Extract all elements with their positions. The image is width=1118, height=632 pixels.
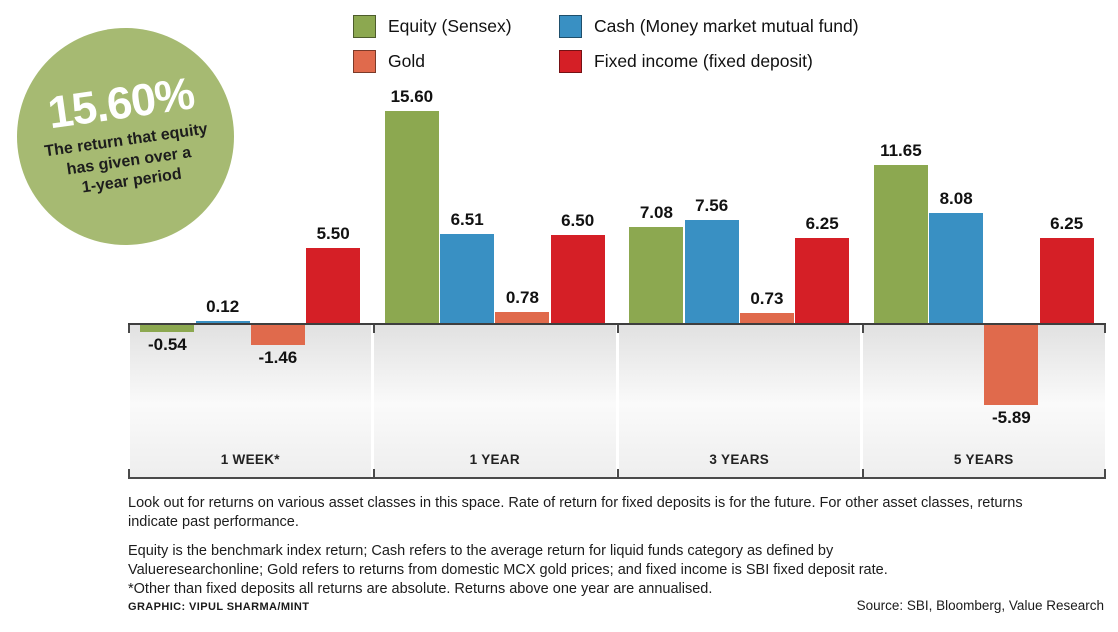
data-source: Source: SBI, Bloomberg, Value Research: [856, 598, 1104, 613]
x-axis-category-label: 5 YEARS: [953, 452, 1014, 467]
axis-bracket-tick-top: [1104, 325, 1106, 333]
highlight-badge-content: 15.60% The return that equity has given …: [3, 14, 248, 259]
highlight-badge: 15.60% The return that equity has given …: [17, 28, 234, 245]
bar-value-label: -0.54: [148, 335, 187, 355]
footnotes: Look out for returns on various asset cl…: [128, 494, 1028, 599]
note-paragraph-2-line-3: *Other than fixed deposits all returns a…: [128, 581, 713, 597]
legend-label: Gold: [388, 50, 425, 71]
bar-value-label: 6.51: [450, 210, 484, 230]
bar-value-label: -5.89: [992, 408, 1031, 428]
axis-bracket-tick-bottom: [128, 469, 130, 477]
x-axis-category-label: 1 YEAR: [469, 452, 520, 467]
bar-value-label: 7.56: [695, 196, 729, 216]
bar-equity-1: [384, 110, 439, 323]
bar-value-label: 5.50: [316, 224, 350, 244]
bar-gold-0: [250, 325, 305, 345]
bar-fixed-1: [550, 234, 605, 323]
bar-value-label: 6.25: [805, 214, 839, 233]
graphic-credit: GRAPHIC: VIPUL SHARMA/MINT: [128, 601, 310, 613]
legend-swatch-icon: [353, 49, 376, 73]
chart-legend: Equity (Sensex) Cash (Money market mutual…: [353, 13, 859, 74]
axis-bracket-tick-top: [617, 325, 619, 333]
legend-swatch-icon: [353, 14, 376, 38]
axis-bracket-tick-bottom: [372, 469, 375, 477]
bar-value-label: 8.08: [939, 189, 973, 209]
bar-equity-3: [873, 164, 928, 323]
note-paragraph-2-line-2: Valueresearchonline; Gold refers to retu…: [128, 562, 888, 578]
bar-gold-2: [739, 313, 794, 323]
note-paragraph-1-line-2: indicate past performance.: [128, 514, 299, 530]
bar-value-label: 0.73: [750, 289, 784, 309]
legend-label: Fixed income (fixed deposit): [594, 50, 813, 71]
bar-gold-1: [495, 312, 550, 323]
bar-cash-2: [684, 220, 739, 323]
legend-item-3: Fixed income (fixed deposit): [559, 48, 859, 74]
bar-fixed-0: [306, 248, 361, 323]
legend-item-2: Gold: [353, 48, 559, 74]
legend-label: Equity (Sensex): [388, 15, 512, 36]
bar-value-label: 7.08: [639, 202, 673, 222]
legend-label: Cash (Money market mutual fund): [594, 15, 859, 36]
bar-value-label: 6.25: [1050, 214, 1084, 233]
bar-cash-1: [440, 234, 495, 323]
bottom-axis-line: [128, 477, 1106, 479]
axis-bracket-tick-top: [861, 325, 864, 333]
axis-bracket-tick-bottom: [1104, 469, 1106, 477]
bar-value-label: 0.78: [505, 288, 539, 308]
bar-gold-3: [984, 325, 1039, 406]
legend-item-1: Cash (Money market mutual fund): [559, 13, 859, 39]
bar-equity-0: [140, 325, 195, 333]
axis-bracket-tick-bottom: [861, 469, 864, 477]
bar-cash-3: [929, 213, 984, 323]
note-paragraph-2-line-1: Equity is the benchmark index return; Ca…: [128, 543, 834, 559]
axis-bracket-tick-top: [372, 325, 375, 333]
group-box-2: [618, 325, 860, 477]
note-paragraph-1-line-1: Look out for returns on various asset cl…: [128, 495, 1023, 511]
bar-value-label: 6.50: [561, 210, 595, 230]
legend-item-0: Equity (Sensex): [353, 13, 559, 39]
bar-value-label: 11.65: [880, 140, 922, 160]
bar-fixed-2: [795, 238, 850, 323]
legend-swatch-icon: [559, 14, 582, 38]
legend-swatch-icon: [559, 49, 582, 73]
bar-value-label: 0.12: [206, 297, 240, 316]
bar-cash-0: [195, 321, 250, 323]
bar-fixed-3: [1039, 238, 1094, 323]
bar-chart: 1 WEEK* 1 YEAR 3 YEARS 5 YEARS -0.54 15.60 7.0…: [128, 0, 1106, 480]
bar-equity-2: [629, 226, 684, 323]
bar-value-label: 15.60: [390, 86, 434, 106]
axis-bracket-tick-top: [128, 325, 130, 333]
group-box-3: [863, 325, 1105, 477]
axis-bracket-tick-bottom: [617, 469, 619, 477]
x-axis-category-label: 3 YEARS: [709, 452, 770, 467]
group-box-1: [374, 325, 616, 477]
x-axis-category-label: 1 WEEK*: [220, 452, 280, 467]
zero-axis-line: [128, 323, 1106, 325]
bar-value-label: -1.46: [258, 347, 298, 367]
group-box-0: [129, 325, 371, 477]
